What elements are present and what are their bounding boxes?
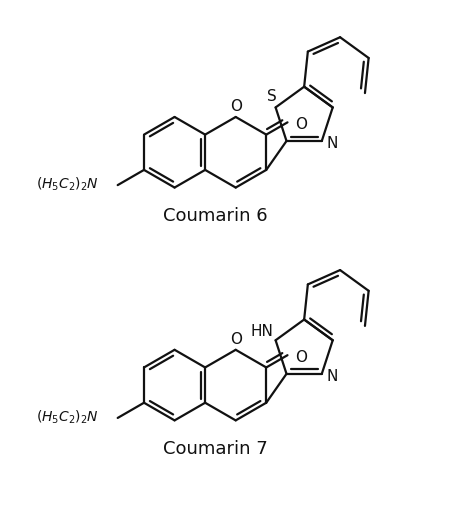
Text: Coumarin 7: Coumarin 7 <box>163 440 267 458</box>
Text: $(H_5C_2)_2N$: $(H_5C_2)_2N$ <box>36 408 99 426</box>
Text: O: O <box>230 99 242 113</box>
Text: N: N <box>327 369 338 384</box>
Text: N: N <box>327 136 338 151</box>
Text: O: O <box>295 117 307 132</box>
Text: Coumarin 6: Coumarin 6 <box>163 207 267 225</box>
Text: S: S <box>267 89 276 104</box>
Text: O: O <box>295 350 307 365</box>
Text: $(H_5C_2)_2N$: $(H_5C_2)_2N$ <box>36 175 99 193</box>
Text: O: O <box>230 332 242 347</box>
Text: HN: HN <box>250 324 273 339</box>
